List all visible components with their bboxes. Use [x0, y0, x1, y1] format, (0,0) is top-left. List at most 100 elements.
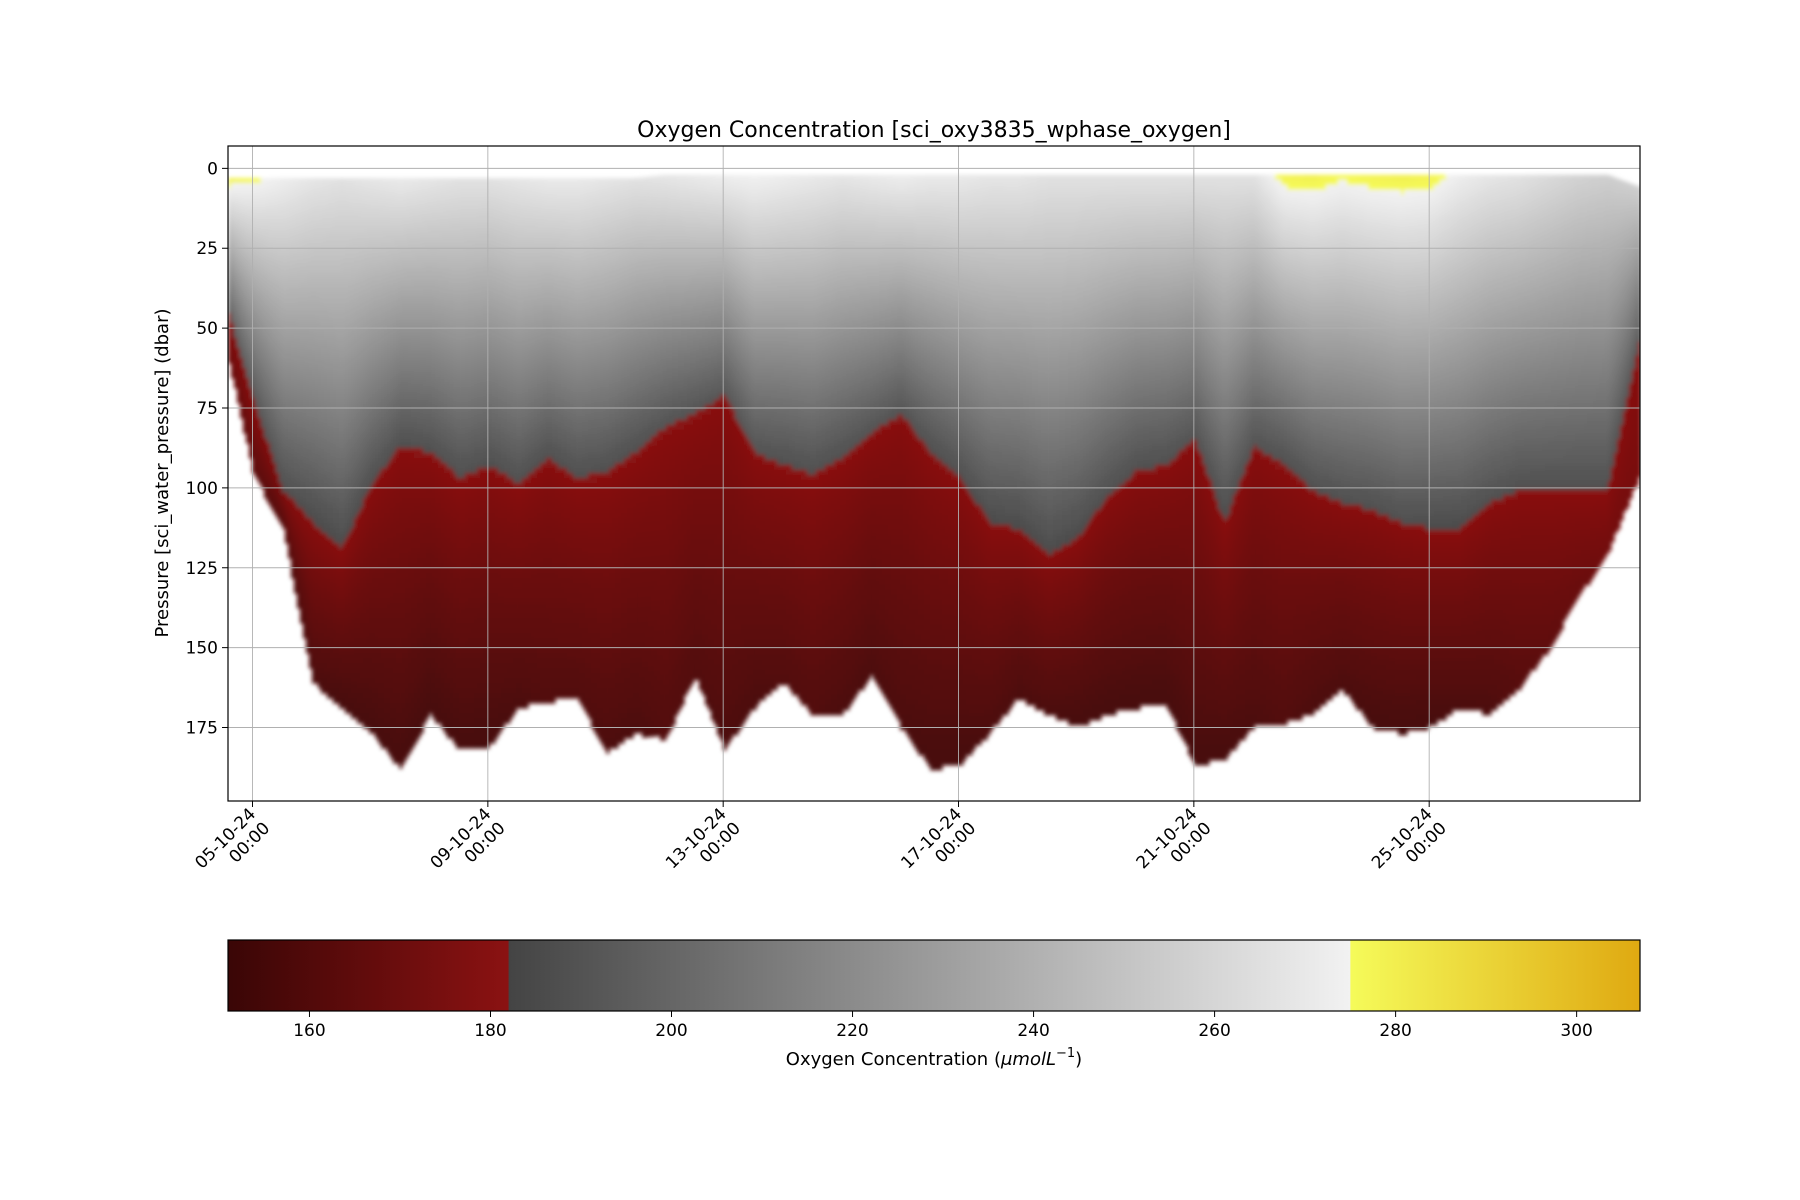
- series-point: [252, 223, 256, 229]
- series-point: [270, 453, 274, 459]
- series-point: [255, 458, 259, 464]
- series-point: [228, 248, 232, 254]
- series-point: [264, 328, 268, 334]
- series-point: [264, 353, 268, 359]
- series-point: [306, 293, 310, 299]
- series-point: [240, 313, 244, 319]
- series-point: [246, 233, 250, 239]
- series-point: [264, 418, 268, 424]
- series-point: [273, 453, 277, 459]
- series-point: [279, 398, 283, 404]
- series-point: [288, 308, 292, 314]
- series-point: [306, 383, 310, 389]
- series-point: [270, 198, 274, 204]
- series-point: [255, 293, 259, 299]
- series-point: [267, 328, 271, 334]
- series-point: [252, 268, 256, 274]
- series-point: [300, 178, 304, 184]
- series-point: [300, 608, 304, 614]
- series-point: [297, 293, 301, 299]
- series-point: [228, 348, 232, 354]
- series-point: [276, 383, 280, 389]
- series-point: [252, 313, 256, 319]
- series-point: [231, 253, 235, 259]
- series-point: [312, 353, 316, 359]
- series-point: [246, 368, 250, 374]
- series-point: [231, 223, 235, 229]
- series-point: [303, 418, 307, 424]
- series-point: [294, 428, 298, 434]
- series-point: [282, 358, 286, 364]
- series-point: [267, 468, 271, 474]
- series-point: [273, 298, 277, 304]
- series-point: [231, 323, 235, 329]
- series-point: [252, 433, 256, 439]
- series-point: [309, 468, 313, 474]
- series-point: [285, 213, 289, 219]
- series-point: [276, 513, 280, 519]
- series-point: [309, 388, 313, 394]
- series-point: [258, 348, 262, 354]
- series-point: [249, 238, 253, 244]
- series-point: [300, 558, 304, 564]
- series-point: [261, 323, 265, 329]
- series-point: [258, 473, 262, 479]
- series-point: [237, 278, 241, 284]
- series-point: [243, 213, 247, 219]
- series-point: [267, 288, 271, 294]
- series-point: [258, 393, 262, 399]
- series-point: [240, 183, 244, 189]
- series-point: [288, 188, 292, 194]
- series-point: [306, 468, 310, 474]
- series-point: [246, 358, 250, 364]
- series-point: [246, 338, 250, 344]
- series-point: [294, 318, 298, 324]
- series-point: [276, 203, 280, 209]
- series-point: [261, 403, 265, 409]
- series-point: [297, 358, 301, 364]
- series-point: [276, 473, 280, 479]
- series-point: [246, 298, 250, 304]
- series-point: [300, 203, 304, 209]
- series-point: [282, 288, 286, 294]
- series-point: [258, 203, 262, 209]
- series-point: [255, 203, 259, 209]
- series-point: [240, 198, 244, 204]
- series-point: [243, 303, 247, 309]
- series-point: [258, 193, 262, 199]
- series-point: [312, 523, 316, 529]
- series-point: [267, 213, 271, 219]
- series-point: [267, 193, 271, 199]
- series-point: [246, 293, 250, 299]
- series-point: [255, 348, 259, 354]
- series-point: [312, 538, 316, 544]
- series-point: [285, 178, 289, 184]
- series-point: [264, 383, 268, 389]
- series-point: [300, 263, 304, 269]
- series-point: [282, 198, 286, 204]
- series-point: [285, 443, 289, 449]
- series-point: [255, 213, 259, 219]
- series-point: [267, 368, 271, 374]
- series-point: [252, 183, 256, 189]
- series-point: [270, 423, 274, 429]
- series-point: [297, 258, 301, 264]
- series-point: [255, 258, 259, 264]
- series-point: [252, 258, 256, 264]
- series-point: [243, 293, 247, 299]
- series-point: [303, 398, 307, 404]
- series-point: [258, 228, 262, 234]
- series-point: [261, 303, 265, 309]
- series-point: [291, 373, 295, 379]
- series-point: [282, 333, 286, 339]
- series-point: [279, 198, 283, 204]
- series-point: [273, 348, 277, 354]
- series-point: [303, 423, 307, 429]
- series-point: [294, 363, 298, 369]
- series-point: [231, 218, 235, 224]
- series-point: [273, 208, 277, 214]
- series-point: [231, 258, 235, 264]
- series-point: [270, 323, 274, 329]
- series-point: [249, 348, 253, 354]
- series-point: [306, 393, 310, 399]
